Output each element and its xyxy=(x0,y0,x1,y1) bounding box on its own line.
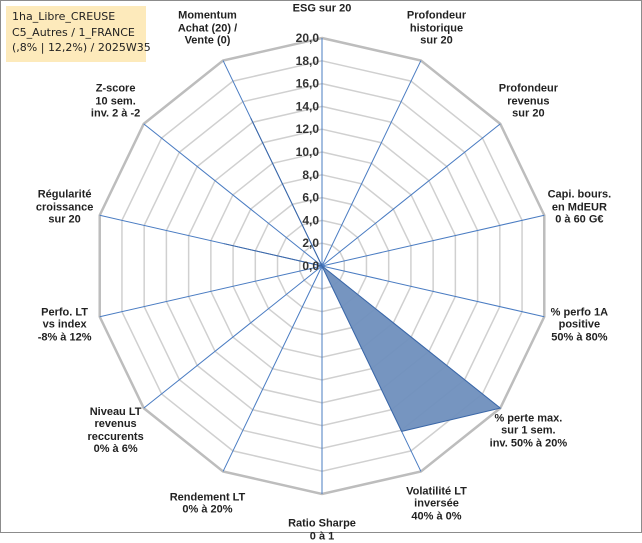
axis-label-0-line-1: ESG sur 20 xyxy=(262,2,382,15)
axis-label-11-line-0: Régularité xyxy=(5,189,125,202)
axis-label-3-line-2: 0 à 60 G€ xyxy=(519,214,639,227)
axis-label-6-line-1: inversée xyxy=(377,498,497,511)
axis-label-2-line-0: Profondeur xyxy=(468,83,588,96)
axis-label-12-line-2: inv. 2 à -2 xyxy=(56,108,176,121)
tick-label-1: 2,0 xyxy=(302,236,319,250)
axis-label-7-line-0: Ratio Sharpe xyxy=(262,518,382,531)
info-line-2: C5_Autres / 1_FRANCE xyxy=(12,25,146,41)
axis-label-10-line-1: vs index xyxy=(5,318,125,331)
axis-label-2-line-1: revenus xyxy=(468,95,588,108)
axis-label-0: NoteESG sur 20 xyxy=(262,0,382,15)
axis-label-3-line-1: en MdEUR xyxy=(519,201,639,214)
info-line-1: 1ha_Libre_CREUSE xyxy=(12,9,146,25)
tick-label-7: 14,0 xyxy=(296,99,320,113)
axis-label-5: % perte max.sur 1 sem.inv. 50% à 20% xyxy=(468,412,588,450)
axis-label-9-line-3: 0% à 6% xyxy=(56,443,176,456)
axis-label-12-line-0: Z-score xyxy=(56,83,176,96)
axis-label-13-line-0: Momentum xyxy=(148,9,268,22)
axis-label-6-line-0: Volatilité LT xyxy=(377,485,497,498)
axis-label-9-line-1: revenus xyxy=(56,418,176,431)
tick-label-6: 12,0 xyxy=(296,122,320,136)
axis-label-1-line-2: sur 20 xyxy=(377,34,497,47)
axis-label-2-line-2: sur 20 xyxy=(468,108,588,121)
axis-label-10-line-2: -8% à 12% xyxy=(5,331,125,344)
tick-label-10: 20,0 xyxy=(296,31,320,45)
axis-label-5-line-1: sur 1 sem. xyxy=(468,424,588,437)
info-line-3: (,8% | 12,2%) / 2025W35 xyxy=(12,40,146,56)
axis-label-5-line-2: inv. 50% à 20% xyxy=(468,437,588,450)
tick-label-5: 10,0 xyxy=(296,145,320,159)
axis-label-4-line-0: % perfo 1A xyxy=(519,306,639,319)
axis-label-11-line-1: croissance xyxy=(5,201,125,214)
axis-label-1-line-1: historique xyxy=(377,22,497,35)
axis-label-8-line-1: 0% à 20% xyxy=(148,504,268,517)
tick-label-0: 0,0 xyxy=(302,259,319,273)
axis-label-13-line-1: Achat (20) / xyxy=(148,22,268,35)
axis-label-9-line-0: Niveau LT xyxy=(56,406,176,419)
axis-label-13-line-2: Vente (0) xyxy=(148,34,268,47)
axis-label-10-line-0: Perfo. LT xyxy=(5,306,125,319)
axis-label-11-line-2: sur 20 xyxy=(5,214,125,227)
axis-label-7-line-1: 0 à 1 xyxy=(262,530,382,543)
tick-label-9: 18,0 xyxy=(296,54,320,68)
axis-label-6-line-2: 40% à 0% xyxy=(377,510,497,523)
axis-label-4-line-2: 50% à 80% xyxy=(519,331,639,344)
axis-label-4-line-1: positive xyxy=(519,318,639,331)
axis-label-12-line-1: 10 sem. xyxy=(56,95,176,108)
axis-label-1-line-0: Profondeur xyxy=(377,9,497,22)
axis-label-3-line-0: Capi. bours. xyxy=(519,189,639,202)
axis-label-5-line-0: % perte max. xyxy=(468,412,588,425)
tick-label-3: 6,0 xyxy=(302,191,319,205)
info-box: 1ha_Libre_CREUSE C5_Autres / 1_FRANCE (,… xyxy=(6,6,146,62)
tick-label-4: 8,0 xyxy=(302,168,319,182)
tick-label-8: 16,0 xyxy=(296,77,320,91)
axis-label-8-line-0: Rendement LT xyxy=(148,491,268,504)
radar-tick-labels: 0,0 2,0 4,0 6,0 8,0 10,0 12,0 14,0 16,0 18,0 20,0 xyxy=(296,31,320,273)
tick-label-2: 4,0 xyxy=(302,213,319,227)
axis-label-9-line-2: reccurents xyxy=(56,431,176,444)
